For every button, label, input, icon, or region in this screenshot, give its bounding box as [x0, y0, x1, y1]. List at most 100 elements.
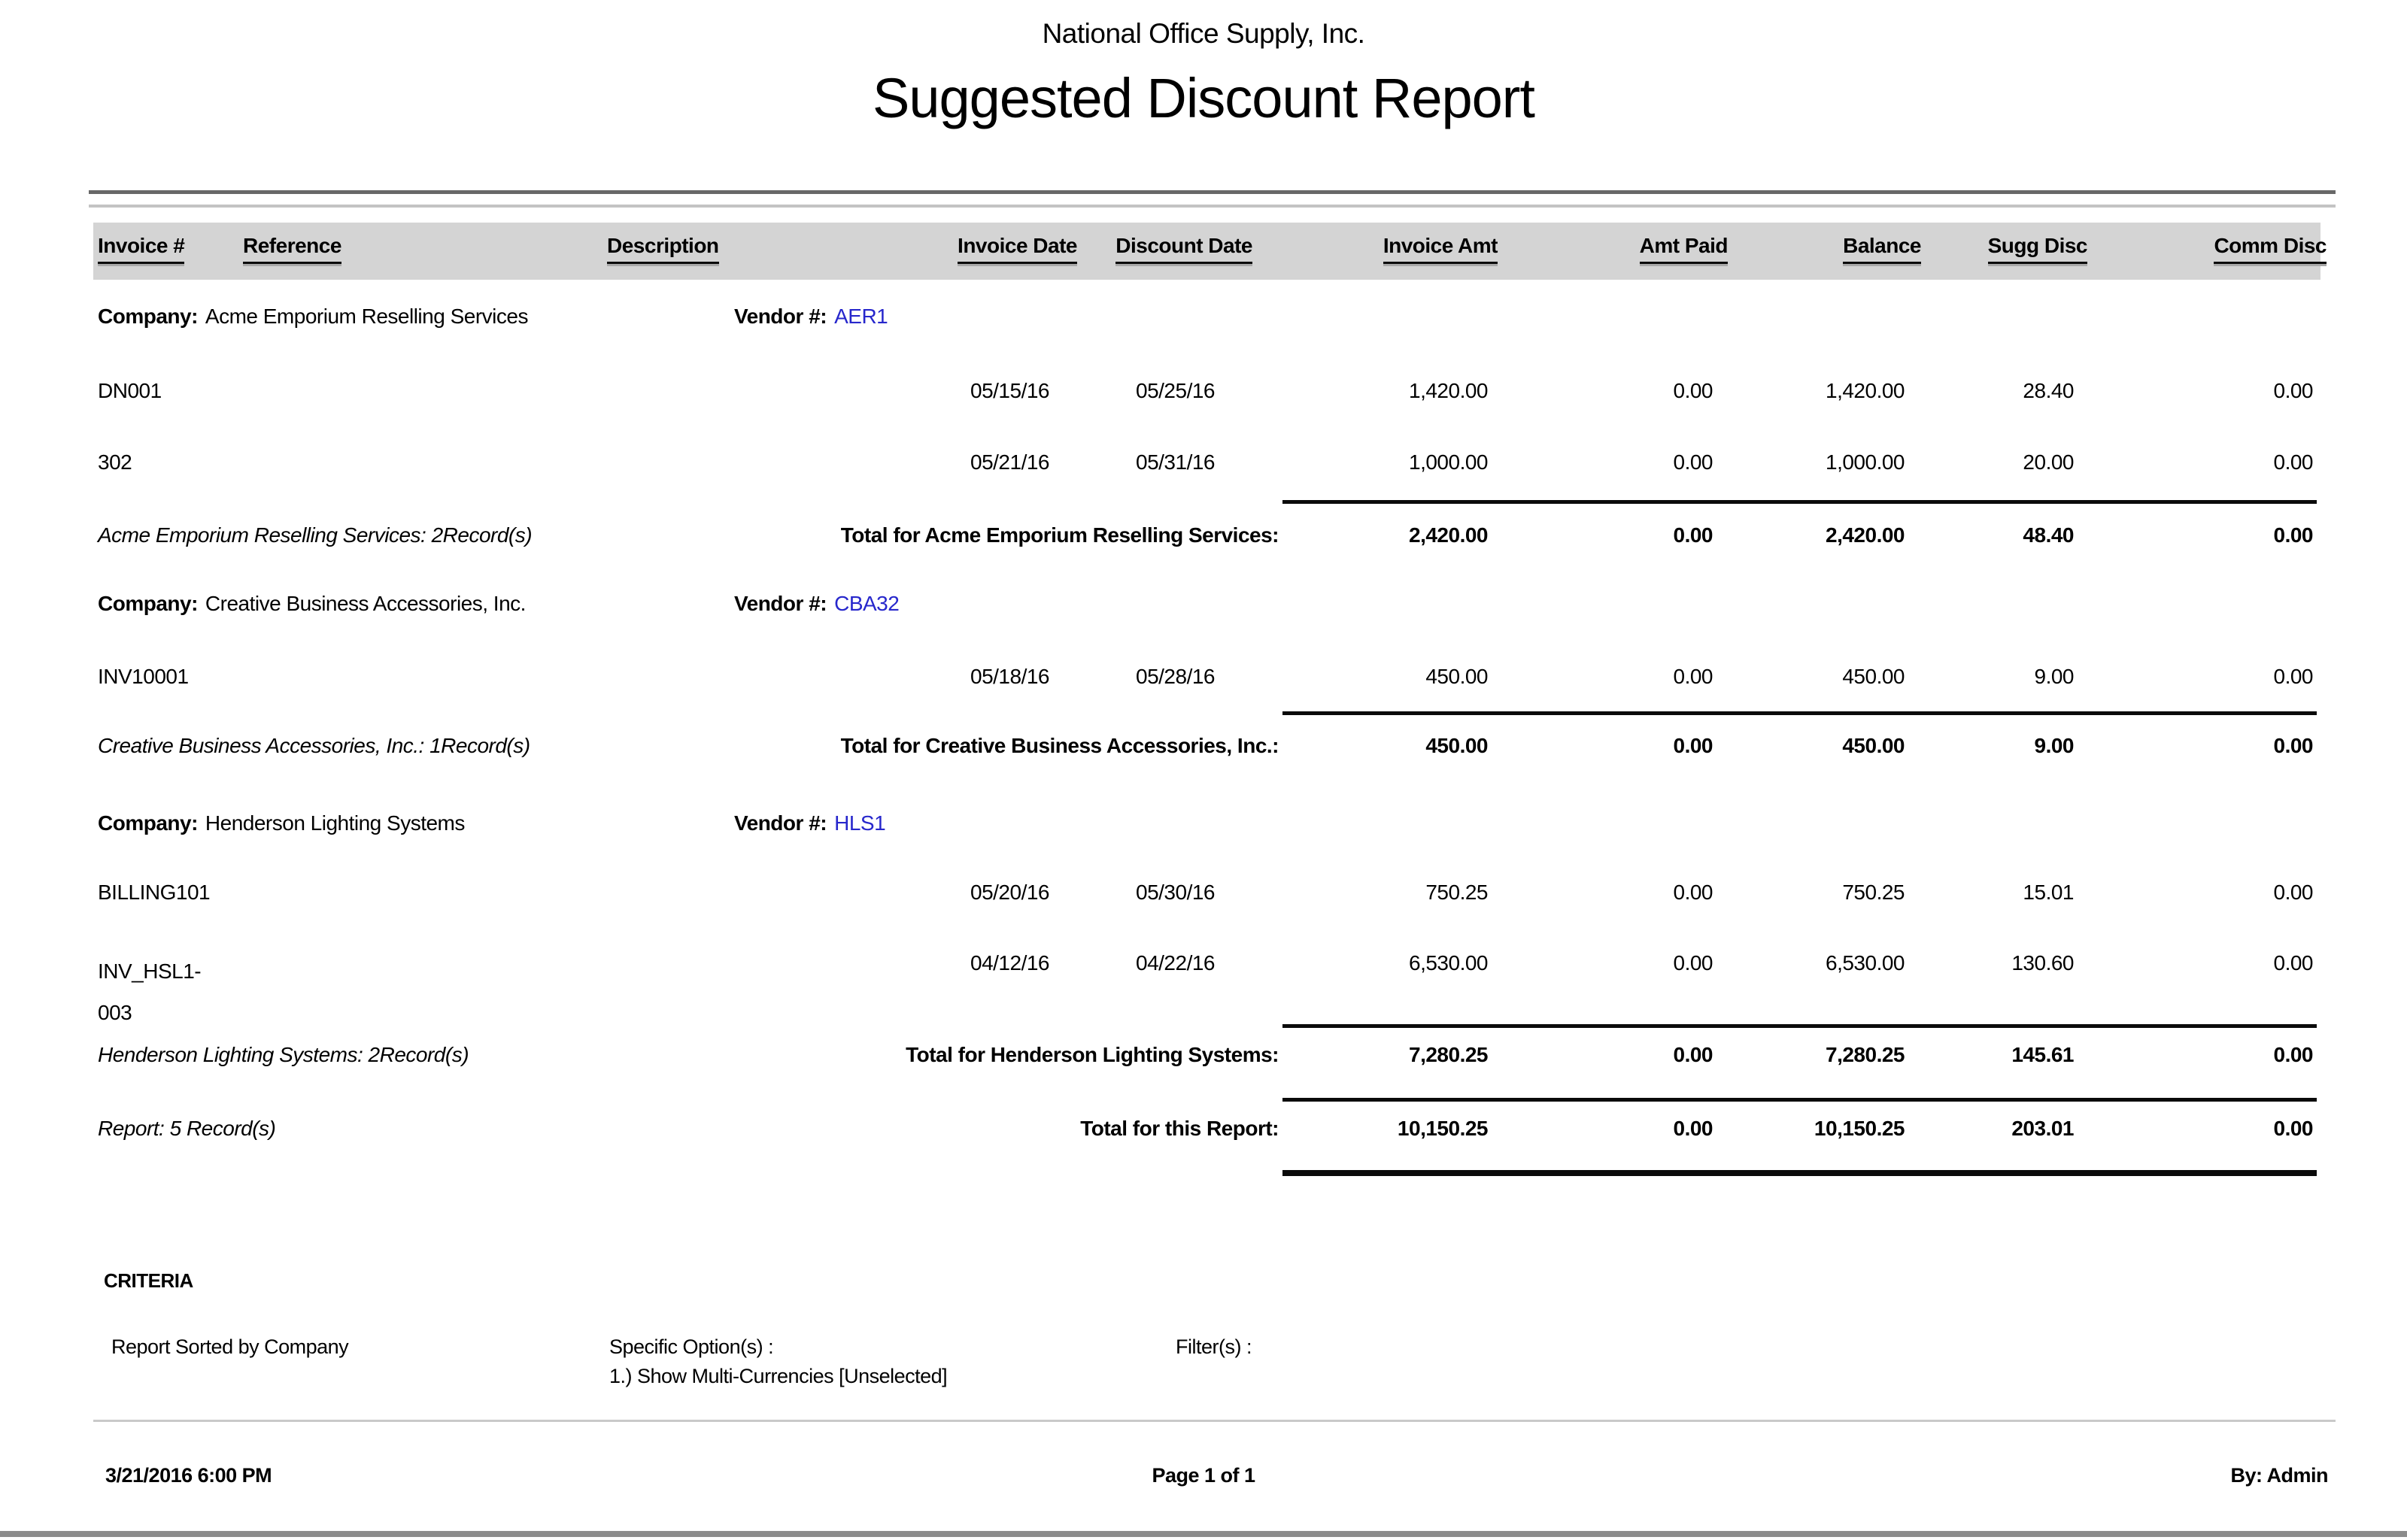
- col-header-invoice-amt: Invoice Amt: [1383, 233, 1498, 264]
- sugg-disc-cell: 9.00: [2034, 665, 2075, 688]
- group-total-invoice-amt: 450.00: [1425, 734, 1488, 757]
- group-total-label: Total for Creative Business Accessories,…: [840, 734, 1279, 757]
- group-total-comm-disc: 0.00: [2273, 734, 2314, 757]
- vendor-label: Vendor #:: [734, 592, 827, 615]
- vendor-link[interactable]: HLS1: [834, 811, 886, 835]
- report-total-invoice-amt: 10,150.25: [1397, 1117, 1489, 1140]
- vendor-number: Vendor #: AER1: [734, 304, 888, 329]
- company-name: Company: Henderson Lighting Systems: [98, 811, 465, 835]
- discount-date-cell: 05/30/16: [1136, 881, 1216, 904]
- group-total-rule: [1282, 1024, 2317, 1028]
- comm-disc-cell: 0.00: [2273, 665, 2314, 688]
- vendor-link[interactable]: CBA32: [834, 592, 900, 615]
- company-header-row: Company: Henderson Lighting Systems Vendo…: [0, 811, 2407, 841]
- group-total-rule: [1282, 500, 2317, 504]
- col-header-discount-date: Discount Date: [1115, 233, 1252, 264]
- group-total-label: Total for Henderson Lighting Systems:: [906, 1043, 1279, 1066]
- invoice-number-cell: INV10001: [98, 665, 189, 688]
- criteria-heading: CRITERIA: [104, 1269, 193, 1292]
- column-header-band: [93, 223, 2320, 280]
- invoice-number-cell: 302: [98, 450, 132, 474]
- group-total-label: Total for Acme Emporium Reselling Servic…: [840, 523, 1279, 547]
- column-header-row: Invoice # Reference Description Invoice …: [0, 223, 2407, 280]
- report-summary-row: Report: 5 Record(s) Total for this Repor…: [0, 1116, 2407, 1146]
- invoice-row: INV_HSL1- 003 04/12/16 04/22/16 6,530.00…: [0, 950, 2407, 1041]
- report-total-rule: [1282, 1098, 2317, 1102]
- group-total-amt-paid: 0.00: [1673, 734, 1713, 757]
- sugg-disc-cell: 28.40: [2023, 379, 2074, 402]
- vendor-link[interactable]: AER1: [834, 305, 888, 328]
- footer-row: 3/21/2016 6:00 PM Page 1 of 1 By: Admin: [0, 1463, 2407, 1493]
- col-header-description: Description: [607, 233, 719, 264]
- balance-cell: 450.00: [1842, 665, 1905, 688]
- group-summary-row: Creative Business Accessories, Inc.: 1Re…: [0, 733, 2407, 763]
- comm-disc-cell: 0.00: [2273, 881, 2314, 904]
- group-total-amt-paid: 0.00: [1673, 1043, 1713, 1066]
- comm-disc-cell: 0.00: [2273, 951, 2314, 975]
- title-rule-light: [89, 205, 2336, 208]
- balance-cell: 1,420.00: [1826, 379, 1905, 402]
- group-total-rule: [1282, 711, 2317, 715]
- page-bottom-bar: [0, 1531, 2407, 1537]
- comm-disc-cell: 0.00: [2273, 450, 2314, 474]
- vendor-label: Vendor #:: [734, 305, 827, 328]
- company-name: Company: Creative Business Accessories, I…: [98, 592, 526, 615]
- footer-author: By: Admin: [2230, 1464, 2329, 1487]
- invoice-date-cell: 05/20/16: [970, 881, 1050, 904]
- group-total-balance: 7,280.25: [1826, 1043, 1905, 1066]
- title-rule-dark: [89, 190, 2336, 194]
- criteria-sort: Report Sorted by Company: [111, 1335, 349, 1358]
- amt-paid-cell: 0.00: [1673, 450, 1713, 474]
- vendor-number: Vendor #: CBA32: [734, 591, 900, 617]
- invoice-row: INV10001 05/18/16 05/28/16 450.00 0.00 4…: [0, 664, 2407, 694]
- col-header-invoice-date: Invoice Date: [958, 233, 1077, 264]
- group-total-sugg-disc: 48.40: [2023, 523, 2074, 547]
- report-total-bottom-rule: [1282, 1170, 2317, 1176]
- balance-cell: 6,530.00: [1826, 951, 1905, 975]
- invoice-amt-cell: 450.00: [1425, 665, 1488, 688]
- report-total-comm-disc: 0.00: [2273, 1117, 2314, 1140]
- criteria-options-label: Specific Option(s) :: [609, 1335, 774, 1358]
- invoice-row: DN001 05/15/16 05/25/16 1,420.00 0.00 1,…: [0, 378, 2407, 408]
- vendor-number: Vendor #: HLS1: [734, 811, 886, 836]
- group-total-sugg-disc: 145.61: [2011, 1043, 2074, 1066]
- col-header-balance: Balance: [1843, 233, 1921, 264]
- col-header-reference: Reference: [243, 233, 341, 264]
- group-total-amt-paid: 0.00: [1673, 523, 1713, 547]
- invoice-number-cell: BILLING101: [98, 881, 211, 904]
- company-name: Company: Acme Emporium Reselling Services: [98, 305, 528, 328]
- group-record-count: Creative Business Accessories, Inc.: 1Re…: [98, 734, 530, 757]
- report-total-label: Total for this Report:: [1080, 1117, 1279, 1140]
- group-total-sugg-disc: 9.00: [2034, 734, 2075, 757]
- col-header-amt-paid: Amt Paid: [1639, 233, 1729, 264]
- report-total-sugg-disc: 203.01: [2011, 1117, 2074, 1140]
- group-total-comm-disc: 0.00: [2273, 1043, 2314, 1066]
- comm-disc-cell: 0.00: [2273, 379, 2314, 402]
- company-header-row: Company: Creative Business Accessories, I…: [0, 591, 2407, 621]
- company-name-title: National Office Supply, Inc.: [1042, 18, 1365, 49]
- report-total-balance: 10,150.25: [1814, 1117, 1905, 1140]
- footer-datetime: 3/21/2016 6:00 PM: [105, 1464, 272, 1487]
- invoice-amt-cell: 6,530.00: [1409, 951, 1489, 975]
- invoice-date-cell: 05/15/16: [970, 379, 1050, 402]
- discount-date-cell: 05/28/16: [1136, 665, 1216, 688]
- invoice-number-cell: INV_HSL1- 003: [98, 959, 202, 1024]
- report-title: Suggested Discount Report: [873, 67, 1535, 129]
- group-total-comm-disc: 0.00: [2273, 523, 2314, 547]
- invoice-amt-cell: 1,420.00: [1409, 379, 1489, 402]
- group-total-invoice-amt: 7,280.25: [1409, 1043, 1489, 1066]
- footer-separator: [93, 1420, 2336, 1422]
- invoice-date-cell: 05/21/16: [970, 450, 1050, 474]
- amt-paid-cell: 0.00: [1673, 665, 1713, 688]
- company-header-row: Company: Acme Emporium Reselling Services…: [0, 304, 2407, 334]
- group-record-count: Acme Emporium Reselling Services: 2Recor…: [98, 523, 533, 547]
- invoice-row: 302 05/21/16 05/31/16 1,000.00 0.00 1,00…: [0, 450, 2407, 480]
- criteria-filters-label: Filter(s) :: [1176, 1335, 1252, 1358]
- group-summary-row: Acme Emporium Reselling Services: 2Recor…: [0, 523, 2407, 553]
- balance-cell: 1,000.00: [1826, 450, 1905, 474]
- group-summary-row: Henderson Lighting Systems: 2Record(s) T…: [0, 1042, 2407, 1072]
- discount-date-cell: 05/25/16: [1136, 379, 1216, 402]
- company-label: Company:: [98, 811, 198, 835]
- balance-cell: 750.25: [1842, 881, 1905, 904]
